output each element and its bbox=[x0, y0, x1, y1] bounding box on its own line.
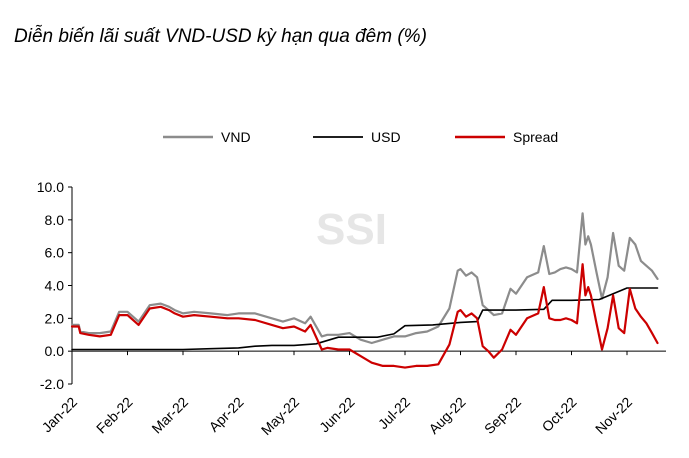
y-tick-label: 4.0 bbox=[45, 278, 65, 294]
x-tick-label: Apr-22 bbox=[206, 394, 247, 435]
y-tick-label: -2.0 bbox=[40, 376, 64, 392]
x-tick-label: Sep-22 bbox=[481, 394, 524, 437]
x-axis: Jan-22 Feb-22 Mar-22 Apr-22 May-22 Jun-22 Jul-… bbox=[39, 350, 666, 438]
y-tick-label: 0.0 bbox=[45, 343, 65, 359]
y-tick-label: 2.0 bbox=[45, 310, 65, 326]
x-tick-label: Feb-22 bbox=[93, 394, 136, 437]
series-line-vnd bbox=[70, 212, 659, 345]
x-tick-label: Mar-22 bbox=[148, 394, 191, 437]
x-tick-label: May-22 bbox=[258, 394, 302, 438]
legend-label-vnd: VND bbox=[221, 129, 251, 145]
series-line-spread bbox=[70, 263, 659, 369]
series-line-usd bbox=[71, 287, 659, 351]
y-tick-label: 8.0 bbox=[45, 212, 65, 228]
legend-label-usd: USD bbox=[371, 129, 401, 145]
x-tick-label: Jun-22 bbox=[316, 394, 358, 436]
legend: VND USD Spread bbox=[163, 129, 558, 145]
watermark: SSI bbox=[316, 205, 387, 254]
y-tick-label: 10.0 bbox=[37, 179, 64, 195]
x-tick-label: Nov-22 bbox=[592, 394, 635, 437]
x-tick-label: Jan-22 bbox=[39, 394, 81, 436]
x-tick-label: Oct-22 bbox=[539, 394, 580, 435]
y-tick-label: 6.0 bbox=[45, 245, 65, 261]
chart-title: Diễn biến lãi suất VND-USD kỳ hạn qua đê… bbox=[14, 26, 427, 47]
series-group bbox=[70, 212, 659, 369]
x-tick-label: Jul-22 bbox=[375, 394, 413, 432]
legend-label-spread: Spread bbox=[513, 129, 558, 145]
y-axis: 10.0 8.0 6.0 4.0 2.0 0.0 -2.0 bbox=[37, 179, 73, 392]
x-tick-label: Aug-22 bbox=[425, 394, 468, 437]
